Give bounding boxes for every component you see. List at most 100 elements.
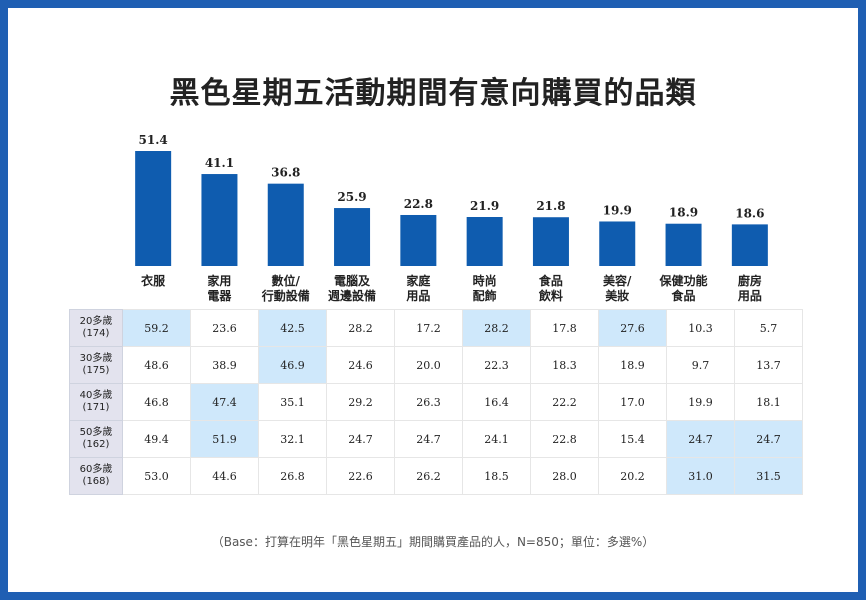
category-label: 家用 電器 [186,274,252,304]
table-cell: 42.5 [258,309,327,347]
table-cell: 15.4 [598,420,667,458]
bar-chart: 51.4 41.1 36.8 25.9 22.8 21.9 21.8 19.9 18.9 18.6 [135,133,768,266]
table-cell: 10.3 [666,309,735,347]
table-cell: 18.3 [530,346,599,384]
row-header-line: (174) [82,328,110,339]
category-label-line: 電腦及 [334,274,371,288]
bar-3 [334,208,371,266]
category-label-line: 衣服 [141,274,166,288]
category-label: 電腦及 週邊設備 [319,274,385,304]
table-cell: 9.7 [666,346,735,384]
table-cell: 49.4 [122,420,191,458]
table-cell: 22.8 [530,420,599,458]
bar-value-label: 36.8 [271,166,300,180]
bar-value-label: 51.4 [139,133,168,147]
table-cell: 31.5 [734,457,803,495]
table-cell: 13.7 [734,346,803,384]
row-header: 20多歲 (174) [69,309,123,347]
bar-9 [731,224,768,266]
category-label: 食品 飲料 [518,274,584,304]
category-label-line: 食品 [671,289,696,303]
bar-0 [135,151,172,266]
bar-value-label: 18.6 [735,206,764,220]
table-cell: 22.2 [530,383,599,421]
table-cell: 17.8 [530,309,599,347]
row-header: 40多歲 (171) [69,383,123,421]
row-header-line: (175) [82,365,110,376]
category-label-line: 用品 [737,289,762,303]
table-cell: 24.7 [394,420,463,458]
category-label-line: 家庭 [406,274,431,288]
category-label-line: 食品 [538,274,563,288]
category-label-line: 美妝 [605,289,630,303]
bar-5 [466,217,503,266]
category-label: 數位/行動設備 [253,274,319,304]
chart-frame [8,8,858,592]
table-cell: 24.7 [666,420,735,458]
row-header-line: 50多歲 [79,427,113,438]
bar-value-label: 21.9 [470,199,499,213]
table-cell: 23.6 [190,309,259,347]
bar-8 [665,223,702,266]
table-cell: 53.0 [122,457,191,495]
table-cell: 18.5 [462,457,531,495]
table-cell: 5.7 [734,309,803,347]
table-cell: 48.6 [122,346,191,384]
category-label: 家庭 用品 [385,274,451,304]
table-cell: 46.9 [258,346,327,384]
table-cell: 18.1 [734,383,803,421]
category-label-line: 週邊設備 [328,289,377,303]
table-row: 50多歲 (162) 49.4 51.9 32.1 24.7 24.7 24.1 22.8 15.… [69,420,803,458]
table-cell: 16.4 [462,383,531,421]
table-cell: 20.0 [394,346,463,384]
table-cell: 28.2 [326,309,395,347]
category-label-line: 電器 [207,289,232,303]
row-header-line: 20多歲 [79,316,113,327]
table-row: 40多歲 (171) 46.8 47.4 35.1 29.2 26.3 16.4 22.2 17.… [69,383,803,421]
category-label: 廚房 用品 [717,274,783,304]
row-header-line: (168) [82,476,110,487]
category-label-line: 用品 [406,289,431,303]
table-row: 30多歲 (175) 48.6 38.9 46.9 24.6 20.0 22.3 18.3 18.… [69,346,803,384]
table-cell: 20.2 [598,457,667,495]
table-cell: 38.9 [190,346,259,384]
category-label-line: 家用 [207,274,232,288]
table-cell: 32.1 [258,420,327,458]
bar-value-label: 21.8 [536,199,565,213]
row-header-line: 30多歲 [79,353,113,364]
table-cell: 46.8 [122,383,191,421]
category-label-line: 數位/ [271,274,300,288]
row-header: 60多歲 (168) [69,457,123,495]
category-label: 美容/美妝 [584,274,650,304]
category-label-line: 飲料 [538,289,563,303]
row-header-line: 40多歲 [79,390,113,401]
bar-value-label: 41.1 [205,156,234,170]
table-cell: 26.2 [394,457,463,495]
table-cell: 35.1 [258,383,327,421]
table-cell: 26.3 [394,383,463,421]
table-row: 60多歲 (168) 53.0 44.6 26.8 22.6 26.2 18.5 28.0 20.… [69,457,803,495]
table-cell: 24.7 [734,420,803,458]
chart-title: 黑色星期五活動期間有意向購買的品類 [169,76,697,111]
table-cell: 47.4 [190,383,259,421]
bar-6 [532,217,569,266]
table-cell: 24.7 [326,420,395,458]
bar-value-label: 25.9 [337,190,366,204]
table-cell: 18.9 [598,346,667,384]
category-label-line: 配飾 [472,289,497,303]
category-label-line: 時尚 [472,274,497,288]
table-cell: 26.8 [258,457,327,495]
row-header: 30多歲 (175) [69,346,123,384]
table-cell: 31.0 [666,457,735,495]
table-cell: 28.0 [530,457,599,495]
table-cell: 27.6 [598,309,667,347]
row-header-line: (162) [82,439,110,450]
table-cell: 22.6 [326,457,395,495]
table-cell: 22.3 [462,346,531,384]
table-cell: 59.2 [122,309,191,347]
bar-7 [599,221,636,266]
bar-value-label: 22.8 [404,197,433,211]
category-label-line: 保健功能 [659,274,708,288]
table-cell: 17.2 [394,309,463,347]
bar-value-label: 19.9 [603,203,632,217]
